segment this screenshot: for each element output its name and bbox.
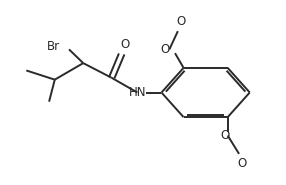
Text: O: O: [160, 43, 170, 56]
Text: O: O: [220, 129, 229, 142]
Text: O: O: [120, 38, 129, 51]
Text: HN: HN: [129, 86, 146, 99]
Text: Br: Br: [47, 40, 60, 53]
Text: O: O: [237, 157, 247, 170]
Text: O: O: [176, 15, 185, 28]
